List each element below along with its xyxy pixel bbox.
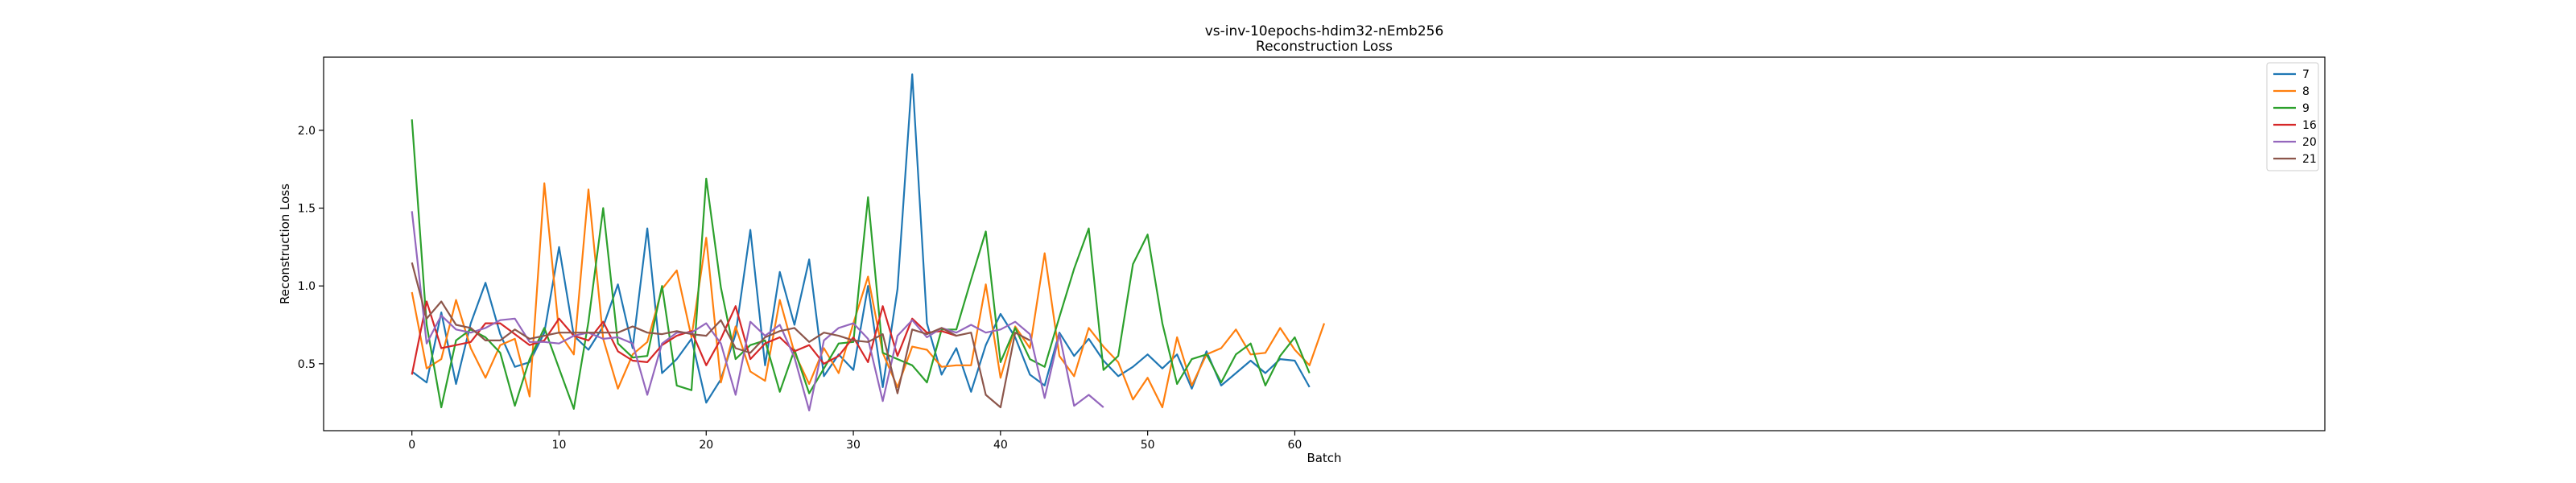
x-axis-label: Batch (1307, 451, 1341, 465)
chart-title: vs-inv-10epochs-hdim32-nEmb256 (1205, 23, 1444, 39)
axes-frame (323, 56, 2326, 431)
y-tick-label: 1.5 (298, 203, 316, 216)
legend-label-20: 20 (2302, 136, 2317, 149)
series-line-8 (411, 182, 1326, 409)
legend-label-16: 16 (2302, 119, 2317, 132)
x-tick-label: 50 (1141, 439, 1155, 452)
plot-area: 0 10 20 30 40 50 60 0.5 1.0 1.5 2.0 7 8 9 16 20 21 (298, 56, 2326, 452)
x-tick-label: 40 (993, 439, 1008, 452)
legend-label-7: 7 (2302, 68, 2310, 81)
x-tick-label: 60 (1288, 439, 1302, 452)
legend-box (2266, 62, 2319, 171)
x-tick-label: 0 (408, 439, 415, 452)
series-line-7 (411, 73, 1311, 404)
y-tick-label: 1.0 (298, 280, 316, 293)
legend-label-8: 8 (2302, 85, 2310, 98)
chart-subtitle: Reconstruction Loss (1256, 39, 1393, 55)
legend-label-21: 21 (2302, 153, 2317, 166)
x-tick-label: 30 (846, 439, 861, 452)
y-axis-label: Reconstruction Loss (278, 184, 292, 304)
series-line-9 (411, 119, 1311, 410)
x-tick-label: 20 (699, 439, 713, 452)
y-tick-label: 2.0 (298, 125, 316, 138)
x-tick-label: 10 (552, 439, 567, 452)
series-line-20 (411, 211, 1104, 411)
y-tick-label: 0.5 (298, 358, 316, 371)
series-line-21 (411, 262, 1030, 409)
legend-label-9: 9 (2302, 102, 2310, 115)
